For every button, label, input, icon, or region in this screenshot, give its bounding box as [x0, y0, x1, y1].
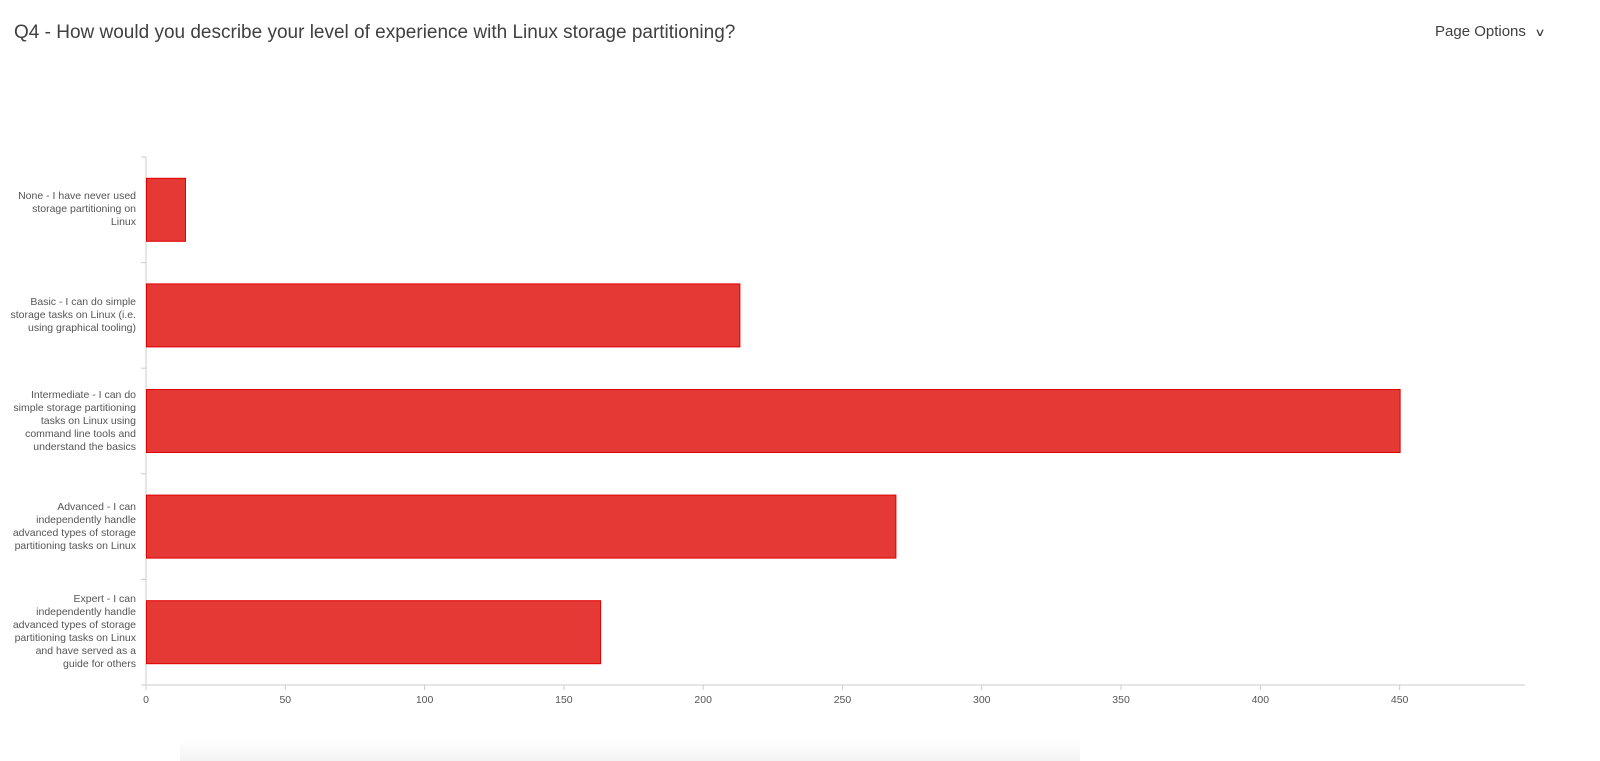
x-tick-label: 300	[973, 694, 991, 706]
x-tick-label: 100	[416, 694, 434, 706]
chevron-down-icon: ∨	[1534, 27, 1546, 39]
page-options-button[interactable]: Page Options ∨	[1435, 23, 1546, 40]
page-options-label: Page Options	[1435, 23, 1526, 40]
x-tick-label: 200	[694, 694, 712, 706]
x-tick-label: 0	[143, 694, 149, 706]
x-tick-label: 350	[1112, 694, 1130, 706]
category-label: None - I have never used storage partiti…	[18, 190, 136, 229]
page-title: Q4 - How would you describe your level o…	[14, 22, 736, 43]
category-label: Expert - I can independently handle adva…	[12, 593, 136, 671]
bar	[146, 283, 741, 348]
bottom-shadow	[180, 740, 1080, 761]
category-label: Basic - I can do simple storage tasks on…	[10, 295, 136, 334]
x-tick-label: 50	[279, 694, 291, 706]
bar	[146, 177, 187, 242]
x-tick-label: 450	[1391, 694, 1409, 706]
category-label: Intermediate - I can do simple storage p…	[13, 388, 136, 453]
bar	[146, 600, 602, 665]
x-tick-label: 400	[1252, 694, 1270, 706]
x-tick-label: 150	[555, 694, 573, 706]
category-label: Advanced - I can independently handle ad…	[12, 500, 136, 552]
x-tick-label: 250	[834, 694, 852, 706]
bar	[146, 389, 1401, 453]
bar	[146, 494, 897, 559]
